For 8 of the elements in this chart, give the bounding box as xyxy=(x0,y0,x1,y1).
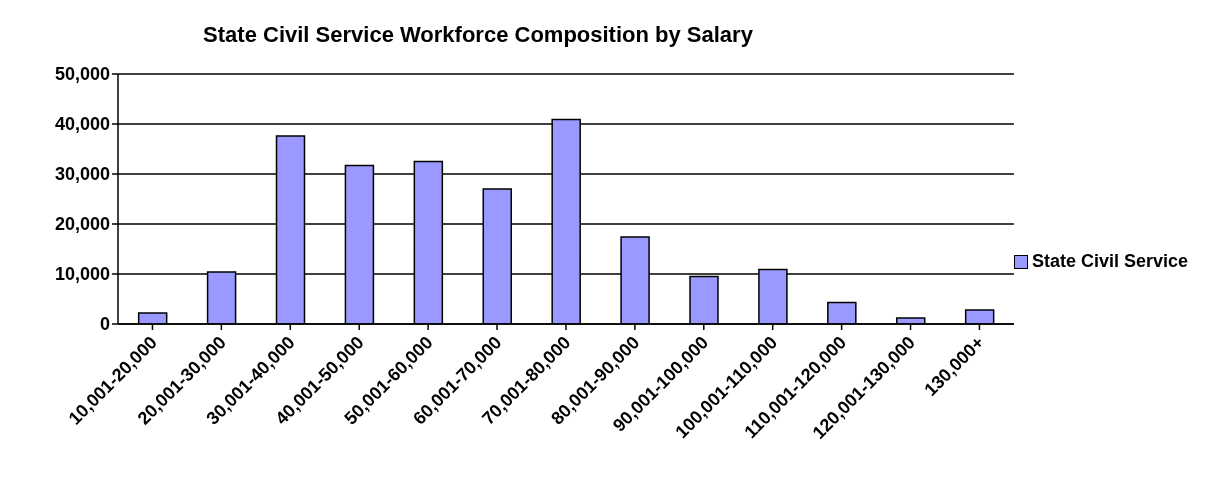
chart-title: State Civil Service Workforce Composition by Salary xyxy=(202,21,754,49)
legend-label: State Civil Service xyxy=(1031,251,1188,272)
y-tick-label: 50,000 xyxy=(54,64,110,85)
y-tick-label: 20,000 xyxy=(54,214,110,235)
y-tick-label: 0 xyxy=(99,314,110,335)
y-tick-label: 30,000 xyxy=(54,164,110,185)
y-tick-label: 10,000 xyxy=(54,264,110,285)
y-tick-label: 40,000 xyxy=(54,114,110,135)
